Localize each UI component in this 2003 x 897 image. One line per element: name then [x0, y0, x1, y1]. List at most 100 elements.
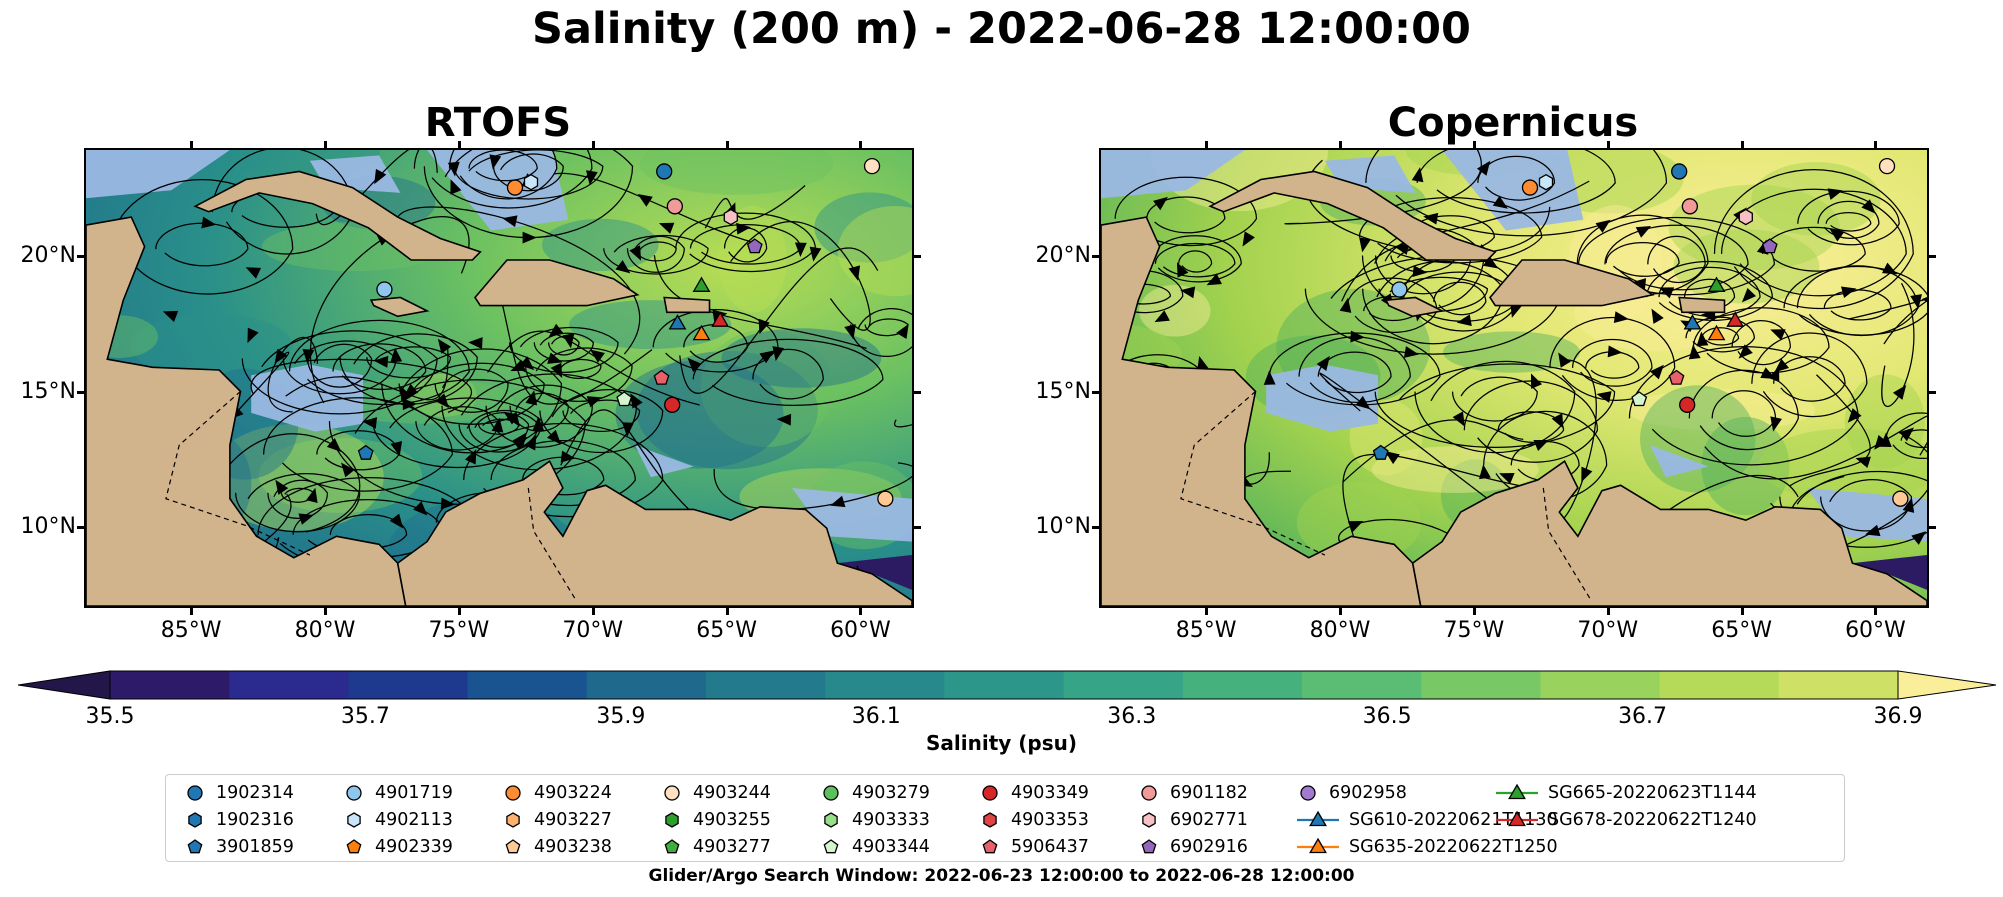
legend-entry-4902339: 4902339 — [343, 837, 453, 857]
rtofs-map-canvas — [86, 150, 912, 606]
legend-marker — [1141, 785, 1157, 801]
lat-tick-label: 15°N — [20, 378, 76, 404]
lon-tick-mark — [1740, 141, 1744, 150]
lon-tick-mark — [190, 606, 194, 615]
platform-marker-6902916 — [746, 238, 763, 254]
lon-tick-mark — [1338, 606, 1342, 615]
platform-marker-SG678-20220622T1240 — [1726, 311, 1745, 327]
legend-entry-4903244: 4903244 — [661, 783, 771, 803]
legend-label: SG678-20220622T1240 — [1548, 810, 1757, 830]
lat-tick-mark — [1927, 525, 1936, 529]
platform-marker-1902314 — [1671, 163, 1688, 180]
platform-marker-SG635-20220622T1250 — [1707, 324, 1726, 341]
legend-label: 6902958 — [1329, 783, 1407, 803]
salinity-patch — [1443, 331, 1580, 373]
lon-tick-mark — [1874, 606, 1878, 615]
legend-marker — [187, 839, 203, 854]
lat-tick-mark — [77, 390, 86, 394]
legend-label: 5906437 — [1011, 837, 1089, 857]
legend-entry-6901182: 6901182 — [1138, 783, 1248, 803]
legend-label: 4903224 — [534, 783, 612, 803]
country-border — [165, 390, 311, 556]
lat-tick-label: 15°N — [1035, 378, 1091, 404]
platform-marker-3901859 — [357, 444, 374, 460]
legend-marker — [1496, 810, 1538, 827]
platform-marker-4903238 — [877, 490, 894, 507]
shallow-shelf — [86, 150, 230, 199]
legend-circle-marker — [187, 785, 203, 801]
lon-tick-label: 65°W — [696, 618, 757, 643]
colorbar-tick-label: 35.5 — [85, 704, 135, 729]
colorbar-segment — [1778, 671, 1899, 699]
lon-tick-mark — [1740, 606, 1744, 615]
platform-marker-5906437 — [1668, 369, 1685, 385]
colorbar-tick-label: 36.3 — [1107, 704, 1157, 729]
landmass — [1678, 296, 1726, 314]
salinity-patch — [639, 150, 833, 195]
lon-tick-label: 85°W — [160, 618, 222, 643]
shallow-shelf — [1266, 364, 1379, 432]
colorbar-tick-label: 36.1 — [851, 704, 901, 729]
platform-marker-SG678-20220622T1240 — [711, 311, 730, 327]
lon-tick-mark — [190, 141, 194, 150]
lon-tick-label: 60°W — [830, 618, 891, 643]
legend-circle-marker — [1300, 785, 1316, 801]
search-window-note: Glider/Argo Search Window: 2022-06-23 12… — [648, 866, 1355, 886]
legend-entry-4903344: 4903344 — [820, 837, 930, 857]
legend-pentagon-marker — [823, 839, 839, 854]
legend-entry-4903279: 4903279 — [820, 783, 930, 803]
legend-entry-1902314: 1902314 — [184, 783, 294, 803]
lon-tick-mark — [859, 141, 863, 150]
legend-label: 4903277 — [693, 837, 771, 857]
platform-marker-4901719 — [1391, 281, 1408, 298]
landmass — [1208, 170, 1497, 261]
salinity-patch — [1668, 184, 1840, 271]
legend-entry-6902958: 6902958 — [1297, 783, 1407, 803]
legend-label: 4903349 — [1011, 783, 1089, 803]
legend-entry-SG665-20220623T1144: SG665-20220623T1144 — [1496, 783, 1757, 803]
lon-tick-label: 75°W — [428, 618, 490, 643]
landmass — [1411, 460, 1927, 606]
legend-entry-4903333: 4903333 — [820, 810, 930, 830]
legend-entry-4902113: 4902113 — [343, 810, 453, 830]
lon-tick-mark — [1606, 141, 1610, 150]
legend-entry-4903238: 4903238 — [502, 837, 612, 857]
platform-marker-5906437 — [653, 369, 670, 385]
panel-title-rtofs: RTOFS — [424, 100, 572, 146]
shallow-shelf — [251, 364, 364, 432]
platform-marker-SG665-20220623T1144 — [1707, 276, 1726, 292]
lon-tick-label: 75°W — [1443, 618, 1505, 643]
legend-hexagon-marker — [824, 812, 838, 828]
platform-marker-SG665-20220623T1144 — [692, 276, 711, 292]
shallow-shelf — [1649, 445, 1709, 478]
lon-tick-mark — [457, 606, 461, 615]
country-border — [1180, 390, 1326, 556]
shallow-shelf — [1442, 150, 1584, 231]
legend-label: 4903279 — [852, 783, 930, 803]
lat-tick-mark — [77, 525, 86, 529]
lat-tick-mark — [1092, 255, 1101, 259]
lon-tick-mark — [1205, 141, 1209, 150]
salinity-patch — [636, 350, 818, 470]
colorbar-tick-label: 36.7 — [1618, 704, 1668, 729]
legend-label: 6901182 — [1170, 783, 1248, 803]
legend-entry-1902316: 1902316 — [184, 810, 294, 830]
lon-tick-mark — [323, 606, 327, 615]
platform-marker-6901182 — [1681, 198, 1699, 215]
landmass — [1384, 296, 1445, 318]
lon-tick-mark — [457, 141, 461, 150]
colorbar-frame — [109, 670, 1899, 700]
platform-marker-6902771 — [1738, 208, 1753, 226]
landmass — [369, 296, 430, 318]
legend-marker — [187, 785, 203, 801]
legend-circle-marker — [664, 785, 680, 801]
legend-hexagon-marker — [188, 812, 202, 828]
salinity-patch — [1139, 285, 1211, 337]
legend-label: 4901719 — [375, 783, 453, 803]
legend-entry-4903349: 4903349 — [979, 783, 1089, 803]
lat-tick-mark — [1092, 525, 1101, 529]
salinity-patch — [1627, 389, 1816, 431]
salinity-patch — [814, 192, 912, 263]
colorbar-label: Salinity (psu) — [925, 731, 1077, 755]
lon-tick-mark — [591, 606, 595, 615]
